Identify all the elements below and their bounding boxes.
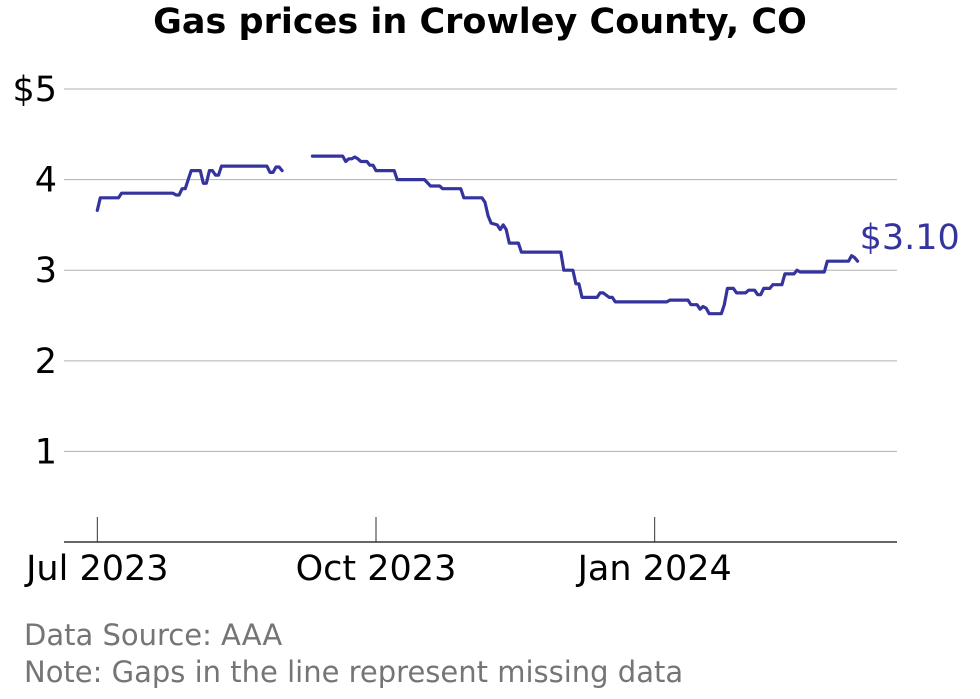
- y-tick-label: 3: [35, 251, 57, 291]
- data-source-note: Data Source: AAA: [24, 618, 283, 652]
- x-tick-label: Jul 2023: [24, 549, 168, 589]
- price-line-segment: [95, 164, 284, 212]
- gaps-note: Note: Gaps in the line represent missing…: [24, 655, 684, 689]
- y-tick-label: 4: [35, 161, 57, 201]
- y-tick-label: 1: [35, 432, 57, 472]
- x-tick-label: Oct 2023: [296, 549, 457, 589]
- price-line: [95, 154, 860, 316]
- chart-title: Gas prices in Crowley County, CO: [153, 2, 807, 42]
- y-tick-label: 2: [35, 342, 57, 382]
- axes: $5 4 3 2 1 Jul 2023 Oct 2023 Jan 2024: [12, 70, 897, 589]
- y-tick-label: $5: [12, 70, 57, 110]
- data-labels: $3.10: [860, 218, 960, 258]
- last-value-label: $3.10: [860, 218, 960, 258]
- x-tick-label: Jan 2024: [576, 549, 732, 589]
- gridlines: [64, 88, 897, 452]
- price-line-segment: [310, 154, 860, 316]
